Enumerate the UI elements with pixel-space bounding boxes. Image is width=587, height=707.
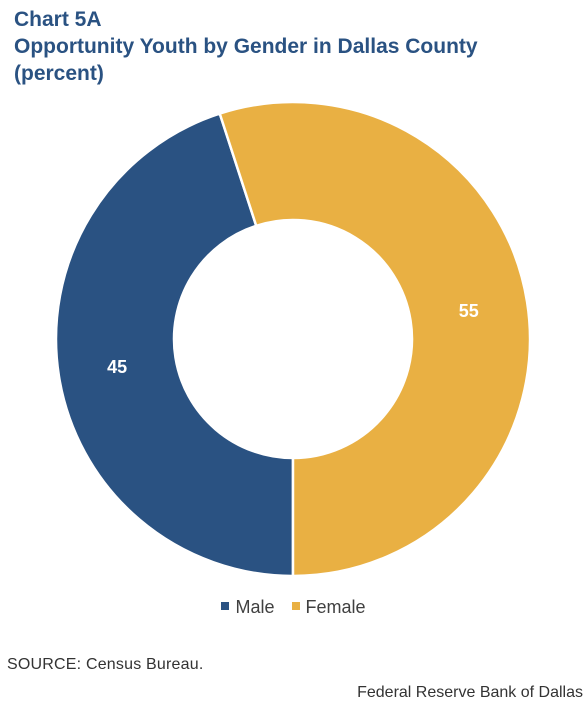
chart-unit: (percent) — [14, 62, 104, 85]
chart-title: Opportunity Youth by Gender in Dallas Co… — [14, 35, 478, 58]
credit-line: Federal Reserve Bank of Dallas — [357, 684, 583, 701]
legend-label-female: Female — [305, 597, 366, 617]
donut-data-labels: 45 55 — [107, 301, 479, 377]
donut-slice-female — [218, 100, 532, 578]
legend-item-male: Male — [221, 597, 274, 618]
data-label-male: 45 — [107, 357, 127, 377]
legend-label-male: Male — [235, 597, 275, 617]
legend-swatch-female — [291, 602, 300, 611]
donut-slice-male — [54, 112, 295, 578]
chart-title-block: Chart 5A Opportunity Youth by Gender in … — [14, 6, 478, 87]
legend-item-female: Female — [291, 597, 366, 618]
data-label-female: 55 — [459, 301, 479, 321]
chart-number: Chart 5A — [14, 8, 102, 31]
source-note: SOURCE: Census Bureau. — [7, 656, 204, 673]
legend-swatch-male — [221, 602, 230, 611]
donut-slices — [54, 100, 532, 578]
chart-legend: Male Female — [0, 597, 587, 618]
